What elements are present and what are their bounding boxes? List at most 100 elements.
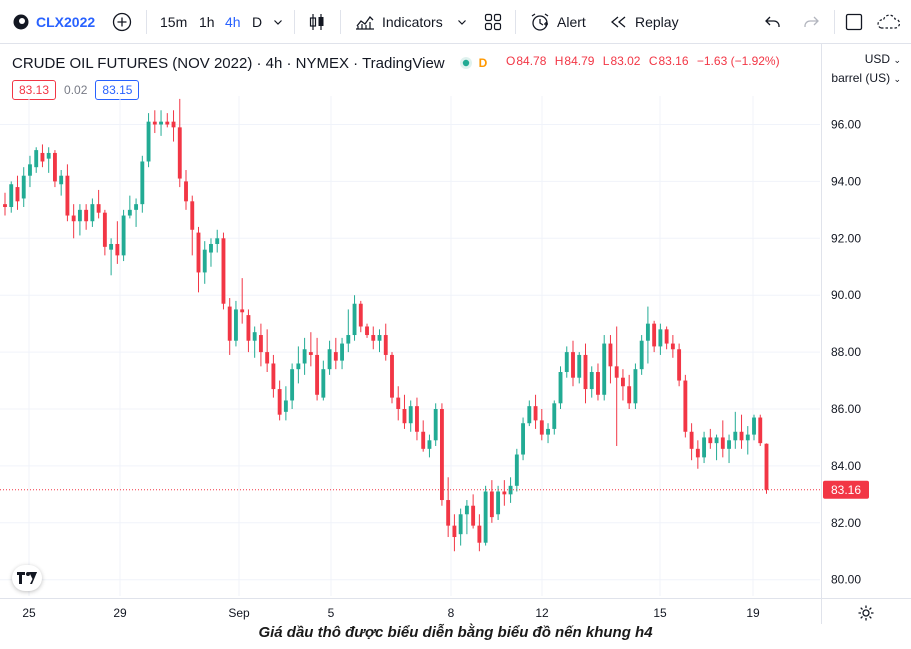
- candle-body: [390, 354, 394, 398]
- candle-body: [614, 366, 619, 378]
- candle: [677, 343, 682, 387]
- tradingview-badge[interactable]: [12, 565, 42, 591]
- candle: [327, 340, 332, 375]
- candle: [714, 434, 719, 461]
- candle-body: [96, 204, 101, 213]
- candle-body: [752, 417, 756, 435]
- chart-type-button[interactable]: [308, 0, 326, 44]
- buy-price-button[interactable]: 83.15: [95, 80, 140, 100]
- x-tick-label: 8: [448, 606, 455, 620]
- candle-body: [502, 491, 507, 495]
- candle-body: [552, 403, 557, 429]
- toolbar-divider: [834, 10, 835, 34]
- currency-selector[interactable]: USD ⌄: [865, 52, 901, 66]
- candle-body: [283, 400, 288, 412]
- layouts-button[interactable]: [483, 0, 503, 44]
- indicators-menu-button[interactable]: [456, 0, 468, 44]
- candle-body: [452, 525, 457, 538]
- candle: [589, 366, 594, 398]
- candle: [3, 192, 7, 216]
- indicators-button[interactable]: Indicators: [354, 0, 443, 44]
- candle-body: [52, 152, 57, 182]
- candle-body: [727, 440, 731, 449]
- candle-body: [621, 377, 625, 387]
- candle-body: [645, 323, 650, 341]
- x-tick-label: 29: [113, 606, 127, 620]
- y-tick-label: 88.00: [831, 345, 861, 359]
- symbol-search[interactable]: CLX2022: [12, 0, 95, 44]
- toolbar-divider: [294, 10, 295, 34]
- chevron-down-icon: [272, 16, 284, 28]
- x-tick-label: 19: [746, 606, 760, 620]
- replay-button[interactable]: Replay: [609, 0, 679, 44]
- interval-15m[interactable]: 15m: [160, 0, 187, 44]
- fullscreen-button[interactable]: [844, 0, 864, 44]
- candle: [315, 337, 320, 401]
- open-label: O: [506, 54, 516, 68]
- interval-1h[interactable]: 1h: [199, 0, 215, 44]
- candle: [146, 113, 151, 168]
- candle-body: [670, 343, 675, 350]
- candle: [127, 195, 132, 219]
- candle: [527, 400, 532, 427]
- candle: [209, 238, 213, 267]
- candle: [77, 204, 82, 236]
- candle-body: [227, 306, 232, 341]
- chevron-down-icon: [456, 16, 468, 28]
- alarm-clock-icon: [529, 11, 551, 33]
- candle: [745, 426, 750, 455]
- candle-body: [171, 121, 176, 128]
- rewind-icon: [609, 14, 629, 30]
- candle: [371, 326, 376, 350]
- candle-body: [296, 363, 301, 370]
- bid-ask-box: 83.13 0.02 83.15: [12, 80, 140, 100]
- candle: [96, 189, 101, 219]
- candle-body: [277, 389, 282, 415]
- compare-symbol-button[interactable]: [112, 0, 132, 44]
- candle: [546, 423, 550, 444]
- indicators-label: Indicators: [382, 14, 443, 30]
- interval-menu-button[interactable]: [272, 0, 284, 44]
- candle-body: [46, 152, 51, 159]
- market-status[interactable]: D: [457, 55, 487, 71]
- candle-body: [184, 181, 188, 202]
- candle-body: [34, 150, 39, 168]
- candle-body: [252, 332, 257, 341]
- undo-button[interactable]: [764, 0, 782, 44]
- chart-settings-button[interactable]: [857, 604, 875, 627]
- x-tick-label: 15: [653, 606, 667, 620]
- candle: [577, 352, 582, 384]
- sell-price-button[interactable]: 83.13: [12, 80, 57, 100]
- candle-body: [464, 505, 469, 515]
- candle: [277, 380, 282, 421]
- redo-button[interactable]: [802, 0, 820, 44]
- candle-body: [209, 243, 213, 253]
- replay-label: Replay: [635, 14, 679, 30]
- alert-button[interactable]: Alert: [529, 0, 586, 44]
- y-tick-label: 96.00: [831, 118, 861, 132]
- unit-selector[interactable]: barrel (US) ⌄: [831, 71, 901, 85]
- candle: [533, 394, 538, 429]
- candle: [596, 363, 600, 401]
- candle: [109, 238, 114, 276]
- candle: [421, 420, 426, 452]
- candle-body: [152, 121, 157, 125]
- gear-icon: [858, 605, 874, 621]
- candle-body: [202, 249, 207, 273]
- interval-d[interactable]: D: [252, 0, 262, 44]
- candle-body: [708, 437, 713, 444]
- close-label: C: [648, 54, 658, 68]
- candle: [196, 226, 201, 293]
- snapshot-cloud-button[interactable]: [874, 0, 902, 44]
- interval-4h[interactable]: 4h: [225, 0, 241, 44]
- candle: [658, 323, 663, 355]
- candle-body: [121, 215, 126, 256]
- candle-body: [396, 397, 401, 409]
- candle-body: [90, 204, 95, 222]
- candle-body: [127, 209, 132, 216]
- candle-body: [140, 161, 145, 205]
- candle: [52, 150, 57, 188]
- tv-logo-icon: [17, 572, 37, 584]
- candle: [40, 144, 45, 168]
- candle: [184, 170, 188, 210]
